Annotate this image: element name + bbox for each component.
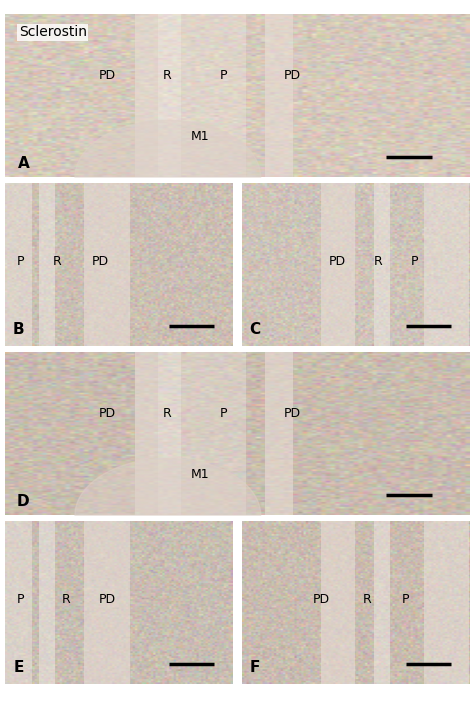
- Text: PD: PD: [284, 407, 301, 420]
- Text: P: P: [411, 255, 419, 268]
- Text: M1: M1: [191, 467, 209, 481]
- Text: PD: PD: [99, 69, 116, 82]
- Bar: [321, 521, 356, 684]
- Bar: [158, 14, 181, 177]
- Text: C: C: [250, 322, 261, 337]
- Bar: [84, 183, 130, 345]
- Text: F: F: [250, 660, 260, 675]
- Bar: [135, 14, 158, 177]
- Text: PD: PD: [284, 69, 301, 82]
- Text: R: R: [163, 69, 172, 82]
- Text: R: R: [62, 593, 71, 606]
- Text: R: R: [53, 255, 62, 268]
- Bar: [5, 521, 32, 684]
- Bar: [424, 183, 469, 345]
- Text: P: P: [17, 593, 25, 606]
- Bar: [158, 352, 181, 515]
- Bar: [5, 183, 32, 345]
- Text: R: R: [374, 255, 383, 268]
- Bar: [265, 352, 293, 515]
- Text: P: P: [17, 255, 25, 268]
- Text: D: D: [17, 494, 30, 509]
- Bar: [265, 14, 293, 177]
- Bar: [135, 352, 158, 515]
- Bar: [39, 521, 55, 684]
- Text: P: P: [219, 69, 227, 82]
- Text: R: R: [363, 593, 371, 606]
- Text: PD: PD: [92, 255, 109, 268]
- Text: PD: PD: [313, 593, 330, 606]
- Bar: [424, 521, 469, 684]
- Bar: [84, 521, 130, 684]
- Text: Sclerostin: Sclerostin: [18, 25, 87, 39]
- Bar: [374, 521, 390, 684]
- Bar: [374, 183, 390, 345]
- Text: B: B: [13, 322, 24, 337]
- Text: E: E: [13, 660, 24, 675]
- Bar: [181, 14, 246, 177]
- Text: PD: PD: [99, 593, 116, 606]
- Text: R: R: [163, 407, 172, 420]
- Text: M1: M1: [191, 130, 209, 142]
- Text: A: A: [18, 156, 29, 171]
- Text: P: P: [402, 593, 409, 606]
- Text: PD: PD: [99, 407, 116, 420]
- Text: P: P: [219, 407, 227, 420]
- Bar: [39, 183, 55, 345]
- Bar: [321, 183, 356, 345]
- Text: PD: PD: [328, 255, 346, 268]
- Bar: [181, 352, 246, 515]
